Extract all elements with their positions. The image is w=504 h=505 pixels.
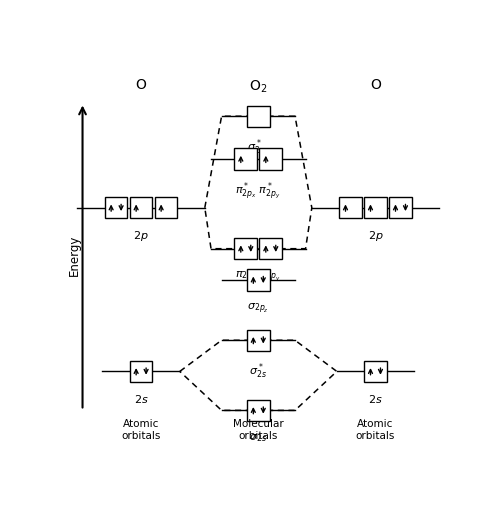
Text: O: O: [370, 78, 381, 92]
Bar: [105, 197, 128, 219]
Text: $\sigma_{2s}$: $\sigma_{2s}$: [249, 431, 267, 443]
Text: $\sigma^*_{2p_z}$: $\sigma^*_{2p_z}$: [247, 137, 269, 160]
Text: O$_2$: O$_2$: [249, 78, 268, 94]
Text: $2s$: $2s$: [134, 392, 149, 404]
Text: $\pi_{2p_x}\ \pi_{2p_y}$: $\pi_{2p_x}\ \pi_{2p_y}$: [235, 270, 281, 284]
Text: $2p$: $2p$: [133, 229, 149, 243]
Bar: [130, 197, 152, 219]
Text: Molecular
orbitals: Molecular orbitals: [233, 418, 284, 440]
Bar: [364, 197, 387, 219]
Bar: [247, 270, 270, 291]
Text: $\pi^*_{2p_x}\ \pi^*_{2p_y}$: $\pi^*_{2p_x}\ \pi^*_{2p_y}$: [235, 180, 281, 202]
Text: Atomic
orbitals: Atomic orbitals: [121, 418, 161, 440]
Bar: [339, 197, 362, 219]
Text: Atomic
orbitals: Atomic orbitals: [356, 418, 395, 440]
Text: Energy: Energy: [68, 234, 81, 276]
Bar: [155, 197, 177, 219]
Text: $\sigma^*_{2s}$: $\sigma^*_{2s}$: [249, 361, 267, 381]
Bar: [364, 361, 387, 382]
Bar: [234, 238, 257, 260]
Bar: [234, 149, 257, 171]
Text: $2s$: $2s$: [368, 392, 383, 404]
Bar: [260, 238, 282, 260]
Bar: [260, 149, 282, 171]
Text: $2p$: $2p$: [367, 229, 384, 243]
Bar: [247, 330, 270, 351]
Text: $\sigma_{2p_z}$: $\sigma_{2p_z}$: [247, 300, 269, 315]
Text: O: O: [136, 78, 147, 92]
Bar: [130, 361, 152, 382]
Bar: [247, 400, 270, 421]
Bar: [247, 106, 270, 128]
Bar: [389, 197, 412, 219]
